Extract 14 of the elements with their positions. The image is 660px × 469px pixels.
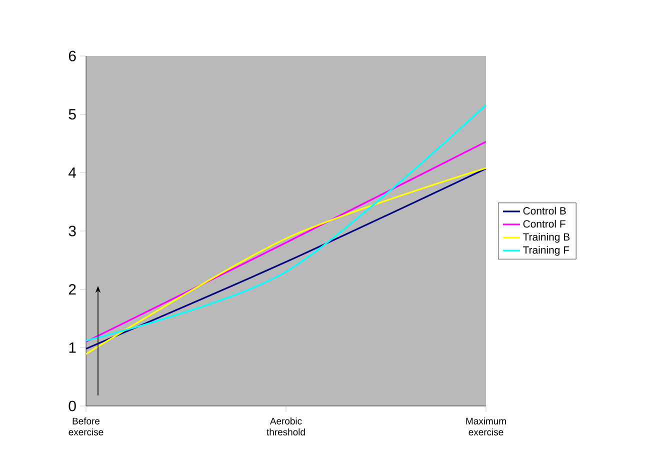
legend-label: Training B xyxy=(523,232,570,243)
y-tick-label: 6 xyxy=(68,50,76,62)
legend-label: Control B xyxy=(523,206,566,215)
y-tick-label: 5 xyxy=(68,109,76,120)
x-tick-label: Maximum exercise xyxy=(466,418,506,436)
x-tick-label: Before exercise xyxy=(68,417,104,436)
x-tick-label: Aerobic threshold xyxy=(266,418,305,436)
y-tick-label: 3 xyxy=(68,226,76,236)
legend-label: Control F xyxy=(523,220,566,228)
legend-label: Training F xyxy=(523,246,570,256)
y-tick-label: 2 xyxy=(68,284,76,295)
y-tick-label: 0 xyxy=(68,400,76,412)
y-tick-label: 4 xyxy=(68,168,76,178)
y-tick-label: 1 xyxy=(69,342,76,353)
